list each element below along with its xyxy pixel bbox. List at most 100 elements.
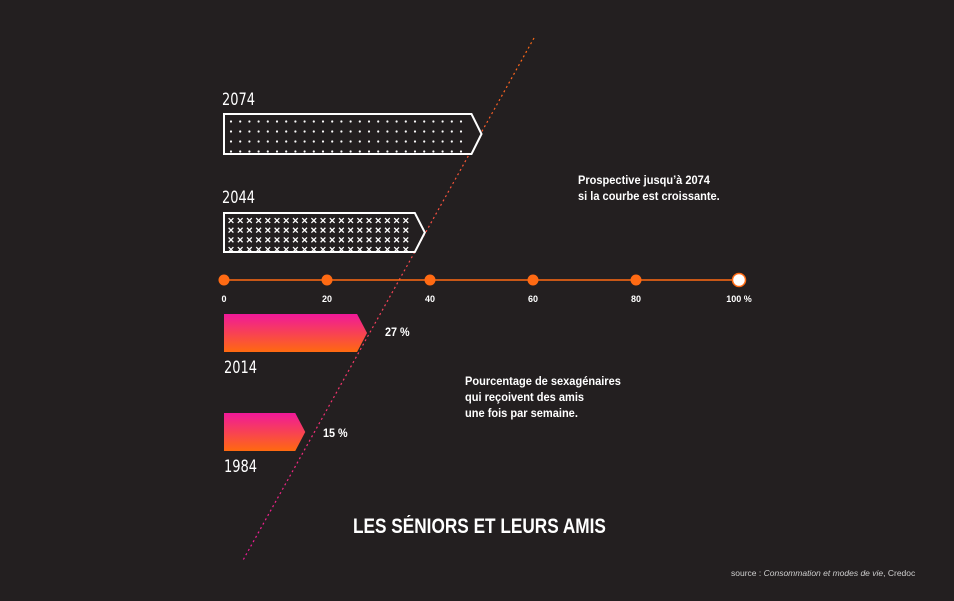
pattern-dot: [395, 120, 398, 123]
pattern-cross: [310, 227, 317, 234]
pattern-dot: [459, 140, 463, 143]
pattern-cross: [237, 246, 244, 253]
pattern-cross: [402, 236, 409, 243]
pattern-cross: [320, 236, 326, 243]
pattern-cross: [338, 246, 345, 253]
pattern-dot: [312, 130, 315, 133]
pattern-cross: [264, 246, 271, 253]
pattern-cross: [320, 227, 326, 234]
pattern-dot: [423, 140, 426, 143]
pattern-dot: [395, 130, 398, 133]
year-label-2014: 2014: [224, 358, 258, 378]
pattern-dot: [349, 150, 352, 153]
pattern-cross: [301, 217, 308, 224]
pattern-dot: [395, 140, 398, 143]
chart-title: LES SÉNIORS ET LEURS AMIS: [353, 515, 606, 538]
pattern-cross: [246, 227, 253, 234]
pattern-dot: [294, 130, 297, 133]
pattern-cross: [283, 217, 290, 224]
pattern-dot: [275, 150, 279, 153]
pattern-cross: [338, 217, 345, 224]
source-suffix: , Credoc: [883, 568, 916, 578]
pattern-dot: [386, 150, 389, 153]
pattern-cross: [347, 246, 354, 253]
pattern-cross: [246, 217, 253, 224]
pattern-cross: [292, 217, 299, 224]
pattern-cross: [274, 246, 280, 253]
pattern-dot: [229, 150, 233, 153]
pattern-dot: [395, 150, 398, 153]
pattern-dot: [358, 140, 361, 143]
pattern-dot: [340, 150, 343, 153]
pattern-cross: [384, 246, 391, 253]
year-label-1984: 1984: [224, 457, 258, 477]
pattern-cross: [264, 236, 271, 243]
pattern-dot: [266, 150, 269, 153]
pattern-cross: [347, 217, 354, 224]
axis-tick-label: 100 %: [726, 294, 752, 304]
pattern-dot: [423, 130, 426, 133]
pattern-dot: [367, 150, 371, 153]
pattern-cross: [393, 236, 400, 243]
pattern-dot: [312, 140, 315, 143]
pattern-dot: [450, 140, 453, 143]
pattern-dot: [248, 140, 251, 143]
pattern-dot: [285, 140, 288, 143]
pattern-dot: [377, 140, 380, 143]
pattern-dot: [450, 150, 453, 153]
pattern-cross: [329, 217, 336, 224]
pattern-cross: [347, 227, 354, 234]
pattern-cross: [255, 246, 262, 253]
pattern-dot: [404, 130, 407, 133]
pattern-dot: [349, 140, 352, 143]
pattern-dot: [331, 150, 334, 153]
pattern-dot: [312, 150, 315, 153]
pattern-dot: [303, 140, 306, 143]
axis-tick-marker: [527, 274, 539, 286]
pattern-dot: [321, 140, 325, 143]
pattern-cross: [283, 236, 290, 243]
pattern-cross: [393, 246, 400, 253]
pattern-cross: [228, 217, 234, 224]
pattern-dot: [432, 150, 435, 153]
pattern-cross: [246, 236, 253, 243]
pattern-cross: [292, 236, 299, 243]
pattern-cross: [356, 236, 363, 243]
pattern-cross: [375, 227, 382, 234]
projection-note: Prospective jusqu’à 2074 si la courbe es…: [578, 172, 720, 204]
projection-note-line-1: Prospective jusqu’à 2074: [578, 173, 710, 187]
pattern-cross: [338, 236, 345, 243]
pattern-dot: [275, 140, 279, 143]
observed-note: Pourcentage de sexagénaires qui reçoiven…: [465, 373, 621, 421]
projected-bar-outline: [223, 113, 483, 155]
pattern-dot: [248, 130, 251, 133]
pattern-dot: [239, 150, 242, 153]
pattern-cross: [237, 236, 244, 243]
pattern-dot: [257, 150, 260, 153]
pattern-dot: [367, 140, 371, 143]
observed-note-line-2: qui reçoivent des amis: [465, 390, 585, 404]
pattern-dot: [377, 130, 380, 133]
axis-tick-marker: [321, 274, 333, 286]
pattern-dot: [358, 150, 361, 153]
source-credit: source : Consommation et modes de vie, C…: [731, 568, 915, 578]
pattern-dot: [312, 120, 315, 123]
observed-note-line-1: Pourcentage de sexagénaires: [465, 374, 621, 388]
pattern-dot: [432, 130, 435, 133]
pattern-cross: [384, 217, 391, 224]
pattern-cross: [264, 227, 271, 234]
axis-tick-label: 40: [424, 294, 436, 304]
pattern-cross: [356, 227, 363, 234]
pattern-dot: [321, 150, 325, 153]
pattern-dot: [423, 120, 426, 123]
pattern-dot: [423, 150, 426, 153]
pattern-dot: [413, 150, 417, 153]
pattern-cross: [329, 227, 336, 234]
pattern-dot: [386, 120, 389, 123]
pattern-cross: [384, 236, 391, 243]
pattern-dot: [432, 120, 435, 123]
pattern-dot: [459, 130, 463, 133]
value-label-1984: 15 %: [323, 426, 348, 440]
pattern-cross: [356, 217, 363, 224]
